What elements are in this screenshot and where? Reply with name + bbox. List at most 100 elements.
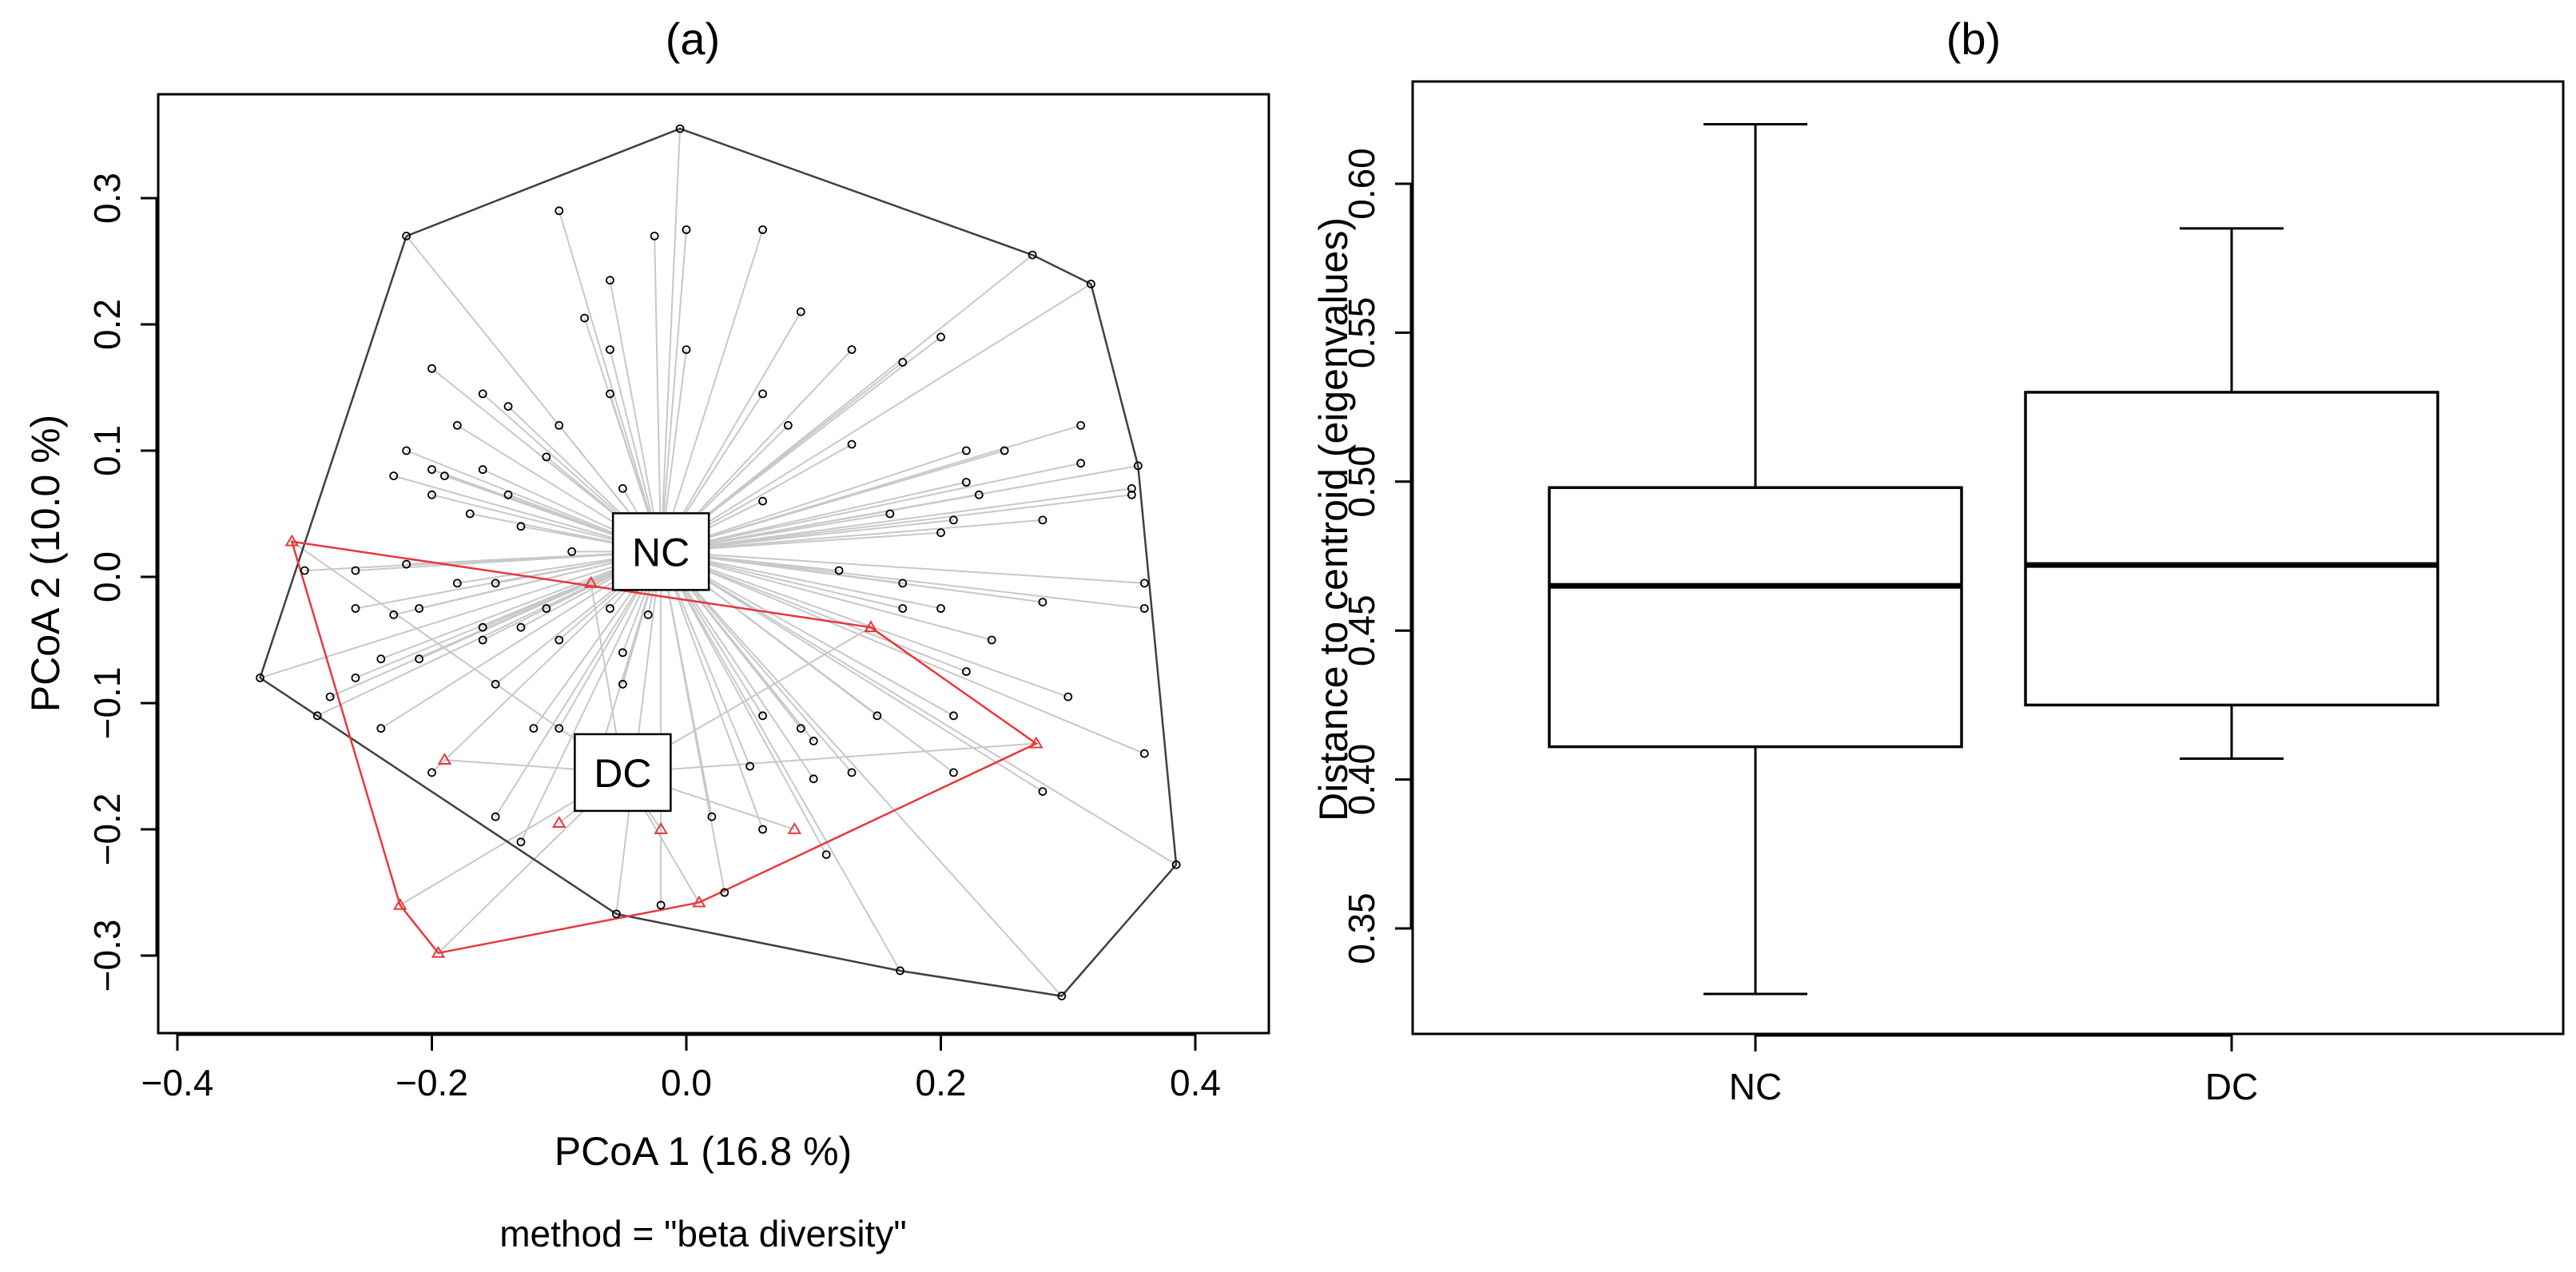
point-nc xyxy=(896,966,904,976)
point-nc xyxy=(606,345,614,355)
spoke-nc xyxy=(660,551,1145,755)
point-nc xyxy=(606,604,614,613)
point-nc xyxy=(643,610,653,619)
spoke-nc xyxy=(495,551,662,817)
point-nc xyxy=(478,389,487,399)
spoke-nc xyxy=(660,229,764,552)
point-nc xyxy=(1038,787,1047,796)
point-nc xyxy=(650,231,659,240)
point-nc xyxy=(1127,490,1136,499)
y-tick-label: 0.0 xyxy=(86,551,128,602)
point-nc xyxy=(796,307,805,316)
centroid-label-text: NC xyxy=(632,530,690,574)
point-nc xyxy=(351,674,360,682)
point-nc xyxy=(1171,860,1181,869)
point-nc xyxy=(809,774,818,784)
point-nc xyxy=(675,124,685,133)
point-nc xyxy=(478,635,487,645)
y-tick-label: 0.45 xyxy=(1341,594,1382,666)
point-nc xyxy=(847,768,857,777)
spoke-nc xyxy=(660,551,1177,866)
point-nc xyxy=(440,471,449,480)
y-tick-label: 0.35 xyxy=(1341,892,1382,964)
x-tick-label: DC xyxy=(2205,1066,2258,1107)
point-nc xyxy=(1076,459,1086,468)
panel-a-plot-frame xyxy=(157,93,1270,1035)
interquartile-box xyxy=(2024,391,2439,707)
point-nc xyxy=(936,332,945,342)
point-nc xyxy=(618,648,627,658)
point-nc xyxy=(898,578,908,588)
point-dc xyxy=(583,575,598,588)
panel-a-y-label: PCoA 2 (10.0 %) xyxy=(23,415,68,712)
point-dc xyxy=(1029,736,1044,749)
spoke-nc xyxy=(660,450,967,553)
panel-a-title: (a) xyxy=(666,14,720,64)
point-nc xyxy=(376,724,386,733)
point-nc xyxy=(936,528,945,538)
point-nc xyxy=(606,276,614,285)
spoke-nc xyxy=(558,210,662,552)
x-tick-label: 0.4 xyxy=(1170,1062,1221,1103)
point-nc xyxy=(758,825,767,834)
y-tick-label: 0.60 xyxy=(1341,148,1382,220)
point-nc xyxy=(1139,749,1149,758)
point-nc xyxy=(656,900,666,910)
point-nc xyxy=(567,547,577,556)
panel-a-pcoa: (a) NC DC −0.4 −0.2 0.0 0.2 0.4 −0.3 −0.2 −0.1 0… xyxy=(23,14,1270,1254)
point-nc xyxy=(542,452,551,462)
point-nc xyxy=(784,421,793,430)
panel-a-subtitle: method = "beta diversity" xyxy=(499,1213,907,1254)
point-nc xyxy=(402,559,411,569)
point-nc xyxy=(312,711,322,721)
interquartile-box xyxy=(1548,486,1963,749)
spoke-nc xyxy=(661,551,1145,584)
y-tick-label: 0.1 xyxy=(86,425,128,476)
spoke-nc xyxy=(660,551,1063,997)
spoke-dc xyxy=(622,742,1037,773)
point-dc xyxy=(654,822,668,834)
point-nc xyxy=(682,225,691,234)
y-tick-label: 0.55 xyxy=(1341,297,1382,369)
y-tick-label: −0.1 xyxy=(86,667,128,740)
point-nc xyxy=(707,812,717,821)
point-nc xyxy=(478,622,487,632)
point-nc xyxy=(542,604,551,613)
hull-dc xyxy=(290,540,1039,955)
point-nc xyxy=(415,604,423,613)
panel-b-plot-frame xyxy=(1411,80,2565,1035)
x-axis: −0.4 −0.2 0.0 0.2 0.4 xyxy=(141,1033,1221,1103)
y-axis: −0.3 −0.2 −0.1 0.0 0.1 0.2 0.3 xyxy=(86,173,158,992)
point-nc xyxy=(452,421,462,430)
y-axis: 0.35 0.40 0.45 0.50 0.55 0.60 xyxy=(1341,148,1413,964)
point-dc xyxy=(864,620,878,633)
spoke-nc xyxy=(661,494,1132,553)
point-nc xyxy=(516,522,526,531)
x-tick-label: −0.2 xyxy=(396,1062,468,1103)
spoke-nc xyxy=(660,551,1069,698)
x-tick-label: 0.2 xyxy=(916,1062,967,1103)
point-nc xyxy=(949,768,958,777)
point-nc xyxy=(529,724,539,733)
spoke-nc xyxy=(660,283,1091,553)
point-nc xyxy=(847,439,857,449)
point-nc xyxy=(580,313,589,323)
hulls-layer xyxy=(259,127,1178,997)
point-nc xyxy=(1063,692,1073,702)
hull-nc xyxy=(259,127,1178,997)
point-nc xyxy=(1133,461,1143,471)
point-nc xyxy=(758,711,767,721)
point-nc xyxy=(1000,446,1009,455)
box-dc xyxy=(2024,227,2439,761)
point-nc xyxy=(936,604,945,613)
point-nc xyxy=(555,421,564,430)
point-nc xyxy=(376,654,386,664)
point-nc xyxy=(491,578,500,588)
point-nc xyxy=(1038,515,1047,525)
spoke-nc xyxy=(660,551,967,673)
boxes-layer xyxy=(1548,122,2439,996)
spoke-nc xyxy=(660,551,725,893)
point-nc xyxy=(898,604,908,613)
point-nc xyxy=(491,812,500,821)
